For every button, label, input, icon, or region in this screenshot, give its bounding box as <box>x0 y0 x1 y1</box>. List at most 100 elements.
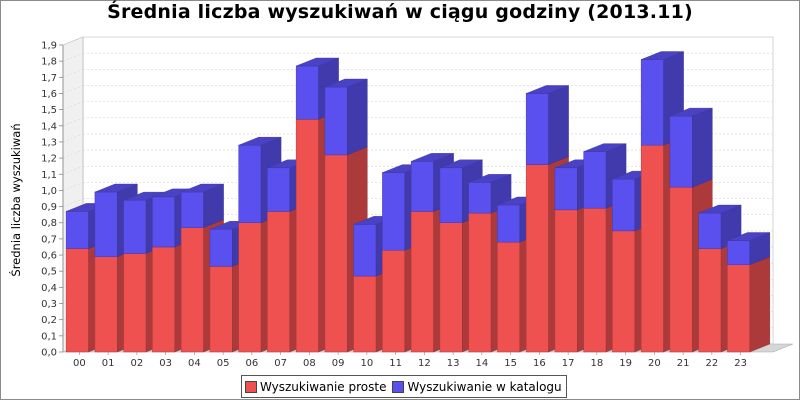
bar-catalog-front <box>238 144 262 223</box>
bar-catalog-top <box>583 143 627 152</box>
bar-catalog-top <box>238 136 282 146</box>
x-tick-label: 13 <box>447 358 460 369</box>
bar-simple-front <box>497 241 521 353</box>
gridline-side <box>62 165 84 175</box>
x-tick-label: 08 <box>303 358 316 369</box>
y-tick-label: 1,3 <box>41 137 57 148</box>
legend-swatch <box>245 380 257 393</box>
y-tick-label: 0,4 <box>41 283 57 294</box>
legend: Wyszukiwanie proste Wyszukiwanie w katalo… <box>241 375 567 398</box>
y-tick-label: 1,6 <box>41 89 57 100</box>
bar-catalog-front <box>324 86 348 156</box>
bar-catalog-front <box>267 167 291 212</box>
y-tick-label: 0,5 <box>41 267 57 278</box>
bars <box>65 51 771 353</box>
bar-catalog-front <box>640 59 664 146</box>
legend-item-catalog: Wyszukiwanie w katalogu <box>392 380 562 394</box>
bar-simple-front <box>353 275 377 353</box>
gridline-side <box>62 36 84 46</box>
y-tick-label: 1,9 <box>41 41 57 52</box>
bar-catalog-top <box>324 78 368 88</box>
bar-catalog-top <box>727 232 770 241</box>
bar-catalog-top <box>526 85 569 94</box>
x-tick-label: 10 <box>361 358 374 369</box>
bar-simple-front <box>180 227 204 353</box>
bar-catalog-front <box>94 191 118 257</box>
bar-catalog-front <box>123 199 147 254</box>
x-tick-label: 11 <box>389 358 402 369</box>
bar-catalog-front <box>612 178 636 232</box>
y-tick-label: 0,9 <box>41 202 57 213</box>
x-tick-label: 06 <box>246 358 259 369</box>
legend-label: Wyszukiwanie proste <box>260 379 387 394</box>
x-tick-label: 21 <box>677 358 690 369</box>
chart-title: Średnia liczba wyszukiwań w ciągu godzin… <box>107 1 693 23</box>
bar-simple-front <box>65 248 89 353</box>
bar-simple-front <box>669 186 693 353</box>
gridline-side <box>62 149 84 159</box>
y-tick-label: 0,2 <box>41 315 57 326</box>
x-tick-label: 04 <box>188 358 201 369</box>
y-tick-label: 1,7 <box>41 73 57 84</box>
x-tick-label: 12 <box>418 358 431 369</box>
bar-catalog-front <box>698 212 722 249</box>
y-tick-label: 1,0 <box>41 186 57 197</box>
bar-catalog-top <box>641 51 684 60</box>
bar-simple-front <box>727 264 751 353</box>
y-tick-label: 1,1 <box>41 170 57 181</box>
bar-simple-front <box>152 246 176 353</box>
bar-simple-front <box>583 207 607 353</box>
bar-simple-front <box>295 119 319 353</box>
legend-item-simple: Wyszukiwanie proste <box>245 380 386 394</box>
bar-catalog-top <box>669 107 713 117</box>
bar-catalog-front <box>525 93 549 165</box>
x-tick-label: 23 <box>734 358 747 369</box>
gridline-side <box>62 133 84 143</box>
bar-catalog-front <box>353 224 377 277</box>
bar-catalog-top <box>296 57 339 67</box>
y-tick-label: 1,8 <box>41 57 57 68</box>
bar-simple-front <box>612 230 636 353</box>
gridline-side <box>62 182 84 191</box>
y-tick-label: 1,4 <box>41 121 57 132</box>
bar-simple-front <box>267 211 291 353</box>
bar-catalog-top <box>698 204 742 214</box>
bar-catalog-top <box>94 183 138 193</box>
bar-simple-front <box>123 253 147 353</box>
bar-simple-front <box>698 248 722 353</box>
x-tick-label: 15 <box>504 358 517 369</box>
bar-catalog-side <box>692 107 713 188</box>
x-tick-label: 01 <box>102 358 115 369</box>
gridline-side <box>62 198 84 207</box>
x-tick-label: 14 <box>476 358 489 369</box>
x-tick-label: 22 <box>706 358 719 369</box>
bar-catalog-front <box>65 211 89 249</box>
gridline-side <box>62 52 84 62</box>
bar-simple-front <box>238 222 262 353</box>
bar-simple-front <box>554 209 578 353</box>
x-tick-label: 19 <box>619 358 632 369</box>
bar-simple-front <box>382 249 406 353</box>
bar-simple-front <box>439 222 463 353</box>
tick-labels: 0,0 0,1 0,2 0,3 0,4 0,5 0,6 0,7 0,8 0,9 1,0 1,1 1,2 1… <box>41 41 747 370</box>
legend-swatch <box>392 380 405 393</box>
bar-catalog-front <box>583 151 607 209</box>
bar-simple-front <box>324 154 348 353</box>
x-tick-label: 02 <box>131 358 144 369</box>
bar-simple-front <box>525 164 549 353</box>
y-tick-label: 0,1 <box>41 331 57 342</box>
bar-simple-front <box>209 266 233 353</box>
gridline-side <box>62 117 84 127</box>
bar-catalog-front <box>295 65 319 120</box>
bar-simple-front <box>640 144 664 353</box>
x-tick-label: 16 <box>533 358 546 369</box>
y-tick-label: 1,5 <box>41 105 57 116</box>
x-tick-label: 17 <box>562 358 575 369</box>
x-tick-label: 18 <box>591 358 604 369</box>
bar-catalog-top <box>439 159 483 169</box>
y-axis-label: Średnia liczba wyszukiwań <box>8 123 23 276</box>
bar-catalog-top <box>468 174 512 183</box>
bar-catalog-top <box>181 183 224 193</box>
x-tick-label: 09 <box>332 358 345 369</box>
